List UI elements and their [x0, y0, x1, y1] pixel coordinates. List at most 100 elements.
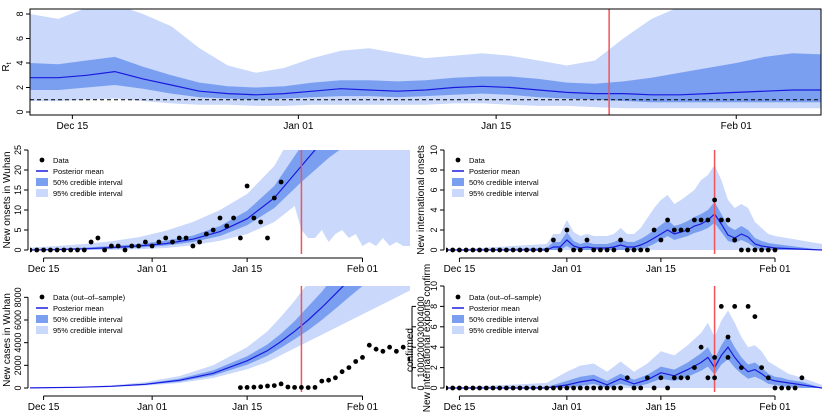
data-point: [163, 235, 169, 241]
data-point: [611, 247, 617, 253]
data-point: [571, 247, 576, 253]
data-point: [598, 385, 603, 391]
data-point: [217, 215, 223, 221]
y-tick-label: 20: [13, 165, 23, 175]
legend-label: 50% credible interval: [469, 315, 539, 324]
x-tick-label: Feb 01: [347, 264, 379, 275]
x-tick-label: Jan 15: [232, 402, 262, 413]
y-tick-label: 0: [429, 247, 439, 252]
data-point: [557, 247, 563, 253]
data-point: [75, 247, 80, 253]
data-point: [745, 304, 751, 309]
x-tick-label: Dec 15: [57, 121, 89, 132]
data-point: [786, 385, 791, 391]
legend-data-key: [455, 157, 461, 163]
data-point: [285, 384, 291, 390]
data-point: [739, 365, 744, 370]
data-point: [102, 247, 107, 253]
data-point: [685, 375, 691, 381]
y-tick-label: 25: [13, 145, 23, 155]
data-point: [353, 359, 359, 364]
legend-label: Data (out–of–sample): [53, 293, 126, 302]
data-point: [224, 223, 230, 229]
data-point: [48, 247, 53, 253]
data-point: [759, 365, 764, 370]
legend-ci50-key: [452, 178, 464, 186]
data-point: [470, 385, 476, 391]
y-tick-label: 6: [429, 324, 439, 329]
rt-posterior-mean-line: [30, 70, 821, 96]
data-point: [718, 217, 724, 223]
data-point: [745, 247, 751, 253]
data-point: [604, 247, 610, 253]
wuhan-cases-posterior-mean-line: [30, 286, 345, 389]
data-point: [463, 385, 469, 391]
data-point: [305, 385, 311, 390]
data-point: [772, 385, 778, 391]
right-y-tick-label: 0: [416, 385, 426, 390]
data-point: [517, 385, 523, 391]
x-tick-label: Jan 15: [646, 264, 676, 275]
data-point: [732, 237, 738, 243]
data-point: [373, 346, 379, 352]
y-tick-label: 8000: [13, 287, 23, 307]
wuhan-onsets-ci95-band: [30, 150, 410, 250]
panel-intl-exports: 0 2 4 6 8 10 Dec 15 Jan 01 Jan 15 Feb 01 New int…: [422, 264, 822, 413]
y-tick-label: 0: [429, 385, 439, 390]
data-point: [68, 247, 74, 253]
x-tick-label: Jan 01: [283, 121, 313, 132]
data-point: [251, 215, 257, 221]
data-point: [483, 247, 489, 253]
legend-label: 95% credible interval: [53, 189, 123, 198]
data-point: [258, 384, 264, 390]
data-point: [725, 355, 731, 360]
data-point: [564, 227, 570, 233]
data-point: [497, 247, 503, 253]
data-point: [732, 304, 738, 309]
data-point: [446, 247, 449, 253]
data-point: [115, 243, 121, 249]
wuhan-onsets-data-points: [30, 179, 284, 253]
x-tick-label: Jan 01: [552, 264, 582, 275]
data-point: [510, 247, 516, 253]
y-tick-label: 10: [429, 281, 439, 291]
y-tick-label: 4: [15, 60, 25, 65]
data-point: [530, 247, 536, 253]
data-point: [524, 247, 529, 253]
legend-ci95-key: [36, 326, 48, 334]
legend-ci95-key: [36, 189, 48, 197]
data-point: [765, 375, 771, 381]
data-point: [524, 385, 529, 391]
data-point: [651, 227, 657, 233]
legend-label: Posterior mean: [53, 167, 104, 176]
data-point: [624, 375, 630, 381]
intl-exports-posterior-mean-line: [446, 346, 822, 389]
data-point: [244, 183, 250, 189]
rt-x-axis: Dec 15 Jan 01 Jan 15 Feb 01: [57, 115, 752, 132]
wuhan-cases-y-axis: 0 2000 4000 6000 8000: [13, 287, 29, 391]
data-point: [54, 247, 60, 253]
rt-plot-frame: [29, 8, 822, 116]
data-point: [692, 217, 697, 223]
legend-label: 50% credible interval: [53, 178, 123, 187]
data-point: [109, 243, 114, 249]
data-point: [544, 385, 550, 391]
data-point: [450, 247, 456, 253]
data-point: [470, 247, 476, 253]
y-tick-label: 8: [429, 167, 439, 172]
data-point: [537, 385, 543, 391]
panel-rt: 0 2 4 6 8 Dec 15 Jan 01 Jan 15 Feb 01 Rt: [1, 8, 822, 132]
data-point: [30, 247, 33, 253]
legend-label: Posterior mean: [53, 304, 104, 313]
data-point: [457, 247, 462, 253]
data-point: [645, 375, 650, 381]
data-point: [176, 235, 182, 241]
data-point: [278, 179, 284, 185]
intl-onsets-legend: Data Posterior mean 50% credible interval 9…: [452, 156, 539, 198]
data-point: [799, 375, 805, 381]
x-tick-label: Dec 15: [444, 402, 476, 413]
data-point: [658, 375, 664, 381]
data-point: [129, 243, 135, 249]
wuhan-onsets-legend: Data Posterior mean 50% credible interval 9…: [36, 156, 123, 198]
